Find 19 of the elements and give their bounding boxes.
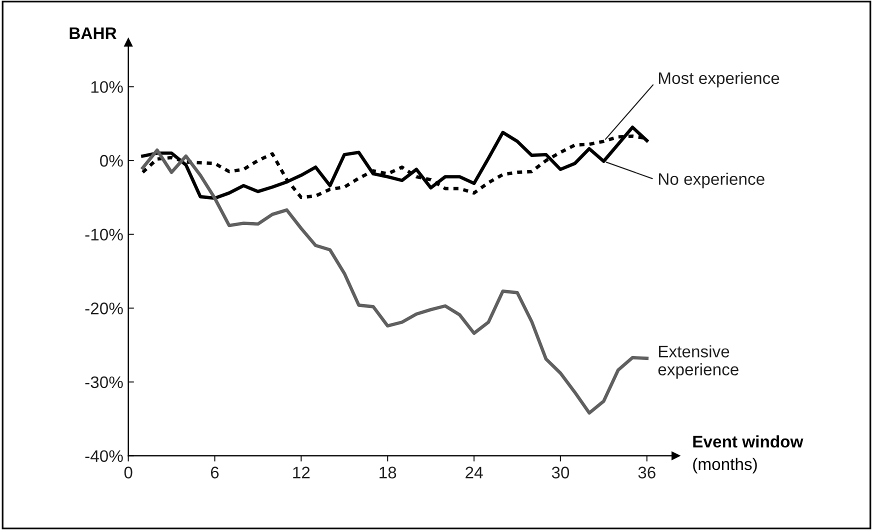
line-series [141,148,649,415]
x-tick-label: 18 [380,466,396,478]
series-label: Extensive experience [658,345,738,379]
x-tick-label: 30 [552,466,570,478]
y-tick-label: 10% [91,81,123,93]
text: No experience [659,172,764,188]
x-tick-label: 24 [466,466,483,478]
x-axis-title: Event window (months) [693,435,804,474]
x-tick-label: 12 [293,466,310,478]
x-tick-label: 6 [210,466,219,478]
y-tick-label: -10% [85,228,123,241]
y-tick-label: -20% [85,302,123,314]
y-tick-label: -30% [85,376,123,388]
y-tick-label: -40% [85,450,123,462]
x-tick-label: 0 [124,466,132,478]
text: Most experience [659,72,780,88]
y-tick-label: 0% [100,154,123,167]
x-tick-label: 36 [638,466,656,478]
y-axis-title: BAHR [70,27,116,39]
